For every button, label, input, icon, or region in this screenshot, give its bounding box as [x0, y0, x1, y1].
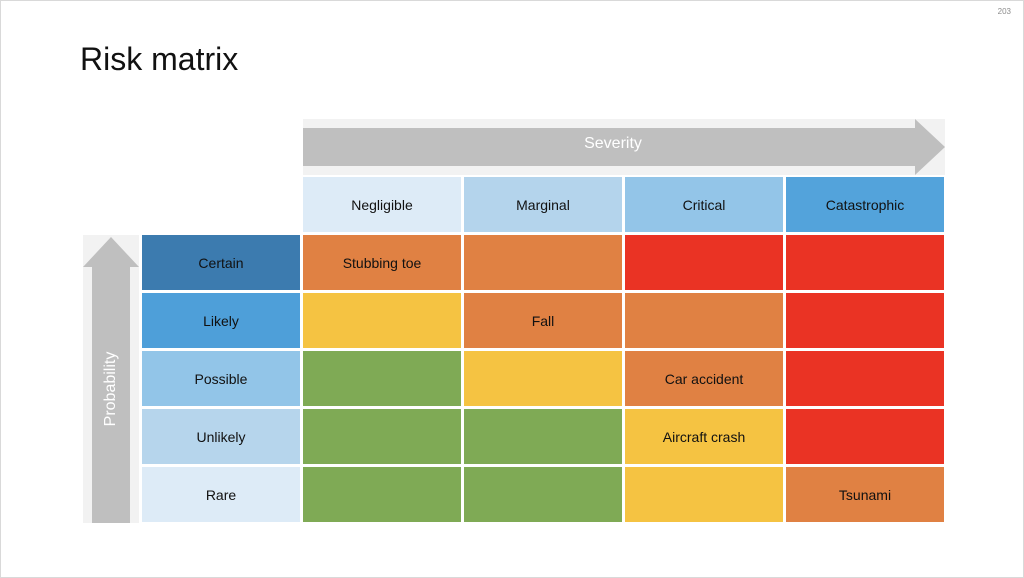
- risk-cell: [464, 467, 622, 522]
- probability-header-possible: Possible: [142, 351, 300, 406]
- risk-cell: [786, 293, 944, 348]
- severity-arrow-icon: [303, 119, 945, 175]
- probability-header-certain: Certain: [142, 235, 300, 290]
- severity-header-negligible: Negligible: [303, 177, 461, 232]
- risk-cell: [464, 235, 622, 290]
- page-number: 203: [997, 7, 1011, 16]
- risk-cell: [786, 235, 944, 290]
- severity-label: Severity: [584, 135, 642, 152]
- risk-cell: [786, 351, 944, 406]
- risk-cell: [464, 351, 622, 406]
- risk-cell: [303, 351, 461, 406]
- probability-header-likely: Likely: [142, 293, 300, 348]
- risk-cell: [303, 467, 461, 522]
- risk-cell: [303, 409, 461, 464]
- risk-cell: [625, 467, 783, 522]
- risk-cell: Fall: [464, 293, 622, 348]
- severity-header-catastrophic: Catastrophic: [786, 177, 944, 232]
- risk-cell: Stubbing toe: [303, 235, 461, 290]
- probability-label: Probability: [102, 351, 119, 427]
- severity-header-marginal: Marginal: [464, 177, 622, 232]
- risk-cell: Tsunami: [786, 467, 944, 522]
- risk-cell: Car accident: [625, 351, 783, 406]
- probability-header-rare: Rare: [142, 467, 300, 522]
- slide-title: Risk matrix: [80, 41, 239, 77]
- probability-arrow-icon: [83, 235, 139, 523]
- risk-cell: [786, 409, 944, 464]
- risk-cell: [303, 293, 461, 348]
- probability-header-unlikely: Unlikely: [142, 409, 300, 464]
- severity-header-critical: Critical: [625, 177, 783, 232]
- risk-cell: Aircraft crash: [625, 409, 783, 464]
- risk-cell: [625, 235, 783, 290]
- risk-cell: [625, 293, 783, 348]
- risk-cell: [464, 409, 622, 464]
